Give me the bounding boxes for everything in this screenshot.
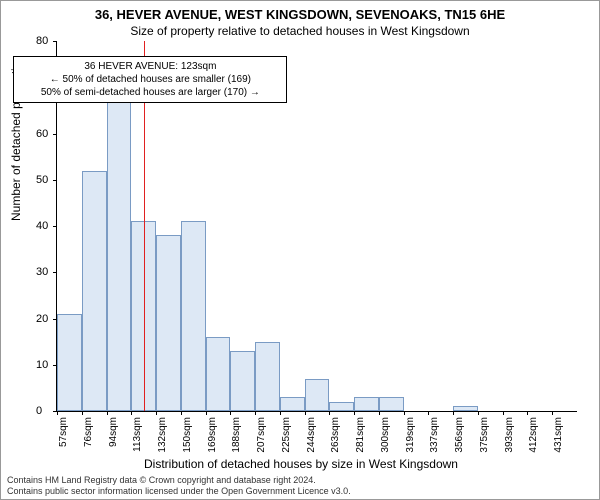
ytick-label: 40: [36, 220, 75, 232]
xtick-label: 76sqm: [83, 417, 94, 447]
histogram-bar: [181, 221, 206, 411]
xtick-mark: [107, 411, 108, 415]
xtick-mark: [453, 411, 454, 415]
ytick-label: 0: [36, 405, 75, 417]
annotation-box: 36 HEVER AVENUE: 123sqm← 50% of detached…: [13, 56, 287, 103]
chart-container: 36, HEVER AVENUE, WEST KINGSDOWN, SEVENO…: [0, 0, 600, 500]
histogram-bar: [255, 342, 280, 411]
chart-title: 36, HEVER AVENUE, WEST KINGSDOWN, SEVENO…: [1, 1, 599, 22]
xtick-mark: [280, 411, 281, 415]
xtick-label: 281sqm: [355, 417, 366, 453]
xtick-label: 132sqm: [157, 417, 168, 453]
xtick-mark: [379, 411, 380, 415]
xtick-mark: [428, 411, 429, 415]
ytick-label: 20: [36, 313, 75, 325]
xtick-mark: [206, 411, 207, 415]
xtick-mark: [552, 411, 553, 415]
xtick-label: 188sqm: [231, 417, 242, 453]
xtick-mark: [404, 411, 405, 415]
xtick-label: 356sqm: [454, 417, 465, 453]
xtick-label: 375sqm: [479, 417, 490, 453]
xtick-mark: [329, 411, 330, 415]
annotation-line2: ← 50% of detached houses are smaller (16…: [20, 73, 280, 86]
ytick-label: 10: [36, 359, 75, 371]
xtick-label: 431sqm: [553, 417, 564, 453]
footer-line1: Contains HM Land Registry data © Crown c…: [7, 475, 351, 486]
xtick-label: 94sqm: [108, 417, 119, 447]
xtick-label: 412sqm: [528, 417, 539, 453]
histogram-bar: [379, 397, 404, 411]
histogram-bar: [305, 379, 330, 411]
ytick-label: 60: [36, 128, 75, 140]
xtick-mark: [305, 411, 306, 415]
annotation-line3: 50% of semi-detached houses are larger (…: [20, 86, 280, 99]
xtick-mark: [131, 411, 132, 415]
xtick-label: 207sqm: [256, 417, 267, 453]
xtick-label: 319sqm: [405, 417, 416, 453]
xtick-label: 57sqm: [58, 417, 69, 447]
xtick-label: 263sqm: [330, 417, 341, 453]
xtick-mark: [181, 411, 182, 415]
ytick-label: 50: [36, 174, 75, 186]
histogram-bar: [206, 337, 231, 411]
xtick-label: 113sqm: [132, 417, 143, 452]
histogram-bar: [329, 402, 354, 411]
ytick-label: 30: [36, 266, 75, 278]
histogram-bar: [107, 101, 132, 411]
histogram-bar: [280, 397, 305, 411]
footer-line2: Contains public sector information licen…: [7, 486, 351, 497]
xtick-label: 337sqm: [429, 417, 440, 453]
xtick-mark: [354, 411, 355, 415]
xtick-mark: [478, 411, 479, 415]
xtick-label: 393sqm: [504, 417, 515, 453]
xtick-label: 244sqm: [306, 417, 317, 453]
xtick-mark: [527, 411, 528, 415]
histogram-bar: [453, 406, 478, 411]
xtick-mark: [156, 411, 157, 415]
histogram-bar: [230, 351, 255, 411]
xtick-mark: [230, 411, 231, 415]
x-axis-label: Distribution of detached houses by size …: [1, 457, 600, 471]
xtick-label: 300sqm: [380, 417, 391, 453]
xtick-label: 225sqm: [281, 417, 292, 453]
xtick-mark: [255, 411, 256, 415]
histogram-bar: [82, 171, 107, 412]
chart-subtitle: Size of property relative to detached ho…: [1, 22, 599, 38]
ytick-label: 80: [36, 35, 75, 47]
footer-attribution: Contains HM Land Registry data © Crown c…: [7, 475, 351, 497]
histogram-bar: [156, 235, 181, 411]
histogram-bar: [354, 397, 379, 411]
xtick-mark: [82, 411, 83, 415]
xtick-mark: [503, 411, 504, 415]
xtick-label: 150sqm: [182, 417, 193, 453]
annotation-line1: 36 HEVER AVENUE: 123sqm: [20, 60, 280, 73]
xtick-label: 169sqm: [207, 417, 218, 453]
